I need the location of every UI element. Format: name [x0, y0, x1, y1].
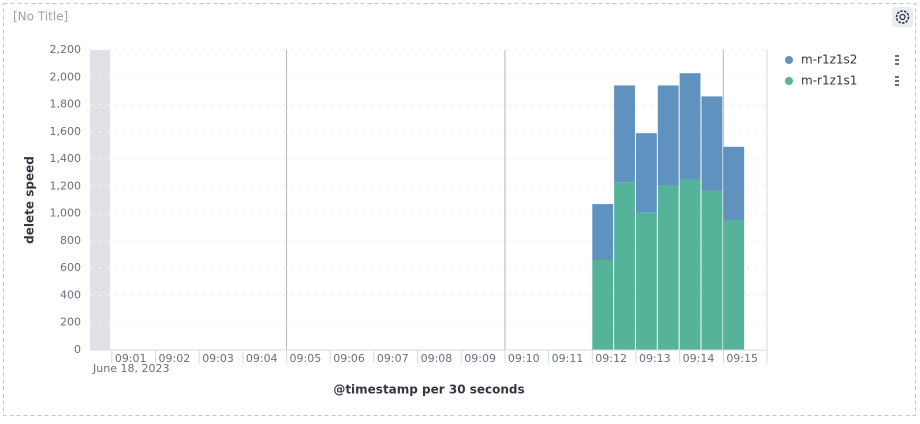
x-tick-label: 09:05	[290, 352, 322, 365]
bar[interactable]	[614, 85, 635, 183]
y-tick-label: 0	[74, 343, 81, 356]
bar[interactable]	[592, 260, 614, 350]
bar[interactable]	[657, 185, 679, 350]
bar[interactable]	[679, 179, 701, 350]
y-tick-label: 2,000	[50, 70, 82, 83]
x-tick-label: 09:04	[246, 352, 278, 365]
x-axis-title: @timestamp per 30 seconds	[333, 383, 524, 397]
settings-button[interactable]	[892, 7, 913, 27]
bar[interactable]	[701, 190, 723, 350]
y-axis-title: delete speed	[23, 156, 37, 244]
y-tick-label: 600	[60, 261, 81, 274]
panel-title: [No Title]	[13, 10, 68, 24]
out-of-range-area	[90, 50, 110, 350]
x-tick-label: 09:01	[115, 352, 147, 365]
x-tick-label: 09:10	[508, 352, 540, 365]
x-tick-label: 09:11	[552, 352, 584, 365]
bar[interactable]	[679, 73, 701, 180]
y-tick-label: 800	[60, 234, 81, 247]
legend-menu[interactable]	[895, 55, 899, 86]
legend-swatch[interactable]	[785, 77, 793, 85]
x-tick-label: 09:15	[726, 352, 758, 365]
y-tick-label: 2,200	[50, 43, 82, 56]
x-tick-label: 09:06	[333, 352, 365, 365]
y-tick-label: 1,200	[50, 179, 82, 192]
bar[interactable]	[635, 133, 657, 213]
legend-label[interactable]: m-r1z1s1	[801, 74, 857, 88]
y-tick-label: 1,600	[50, 125, 82, 138]
y-tick-label: 1,800	[50, 98, 82, 111]
bar[interactable]	[635, 212, 657, 350]
x-tick-label: 09:02	[159, 352, 191, 365]
x-tick-label: 09:09	[464, 352, 496, 365]
x-tick-label: 09:08	[421, 352, 453, 365]
panel-border	[3, 3, 916, 416]
y-tick-label: 200	[60, 316, 81, 329]
legend-swatch[interactable]	[785, 56, 793, 64]
bar[interactable]	[657, 85, 679, 185]
x-tick-label: 09:03	[202, 352, 234, 365]
y-tick-label: 400	[60, 288, 81, 301]
bar[interactable]	[614, 182, 635, 350]
bar[interactable]	[592, 204, 614, 260]
y-tick-label: 1,000	[50, 207, 82, 220]
y-tick-label: 1,400	[50, 152, 82, 165]
x-tick-label: 09:07	[377, 352, 409, 365]
bar[interactable]	[723, 146, 745, 221]
x-tick-label: 09:14	[683, 352, 715, 365]
bar[interactable]	[701, 96, 723, 191]
x-tick-label: 09:12	[595, 352, 627, 365]
bar[interactable]	[723, 220, 745, 350]
legend-label[interactable]: m-r1z1s2	[801, 53, 857, 67]
x-axis-sublabel: June 18, 2023	[92, 362, 169, 375]
x-tick-label: 09:13	[639, 352, 671, 365]
